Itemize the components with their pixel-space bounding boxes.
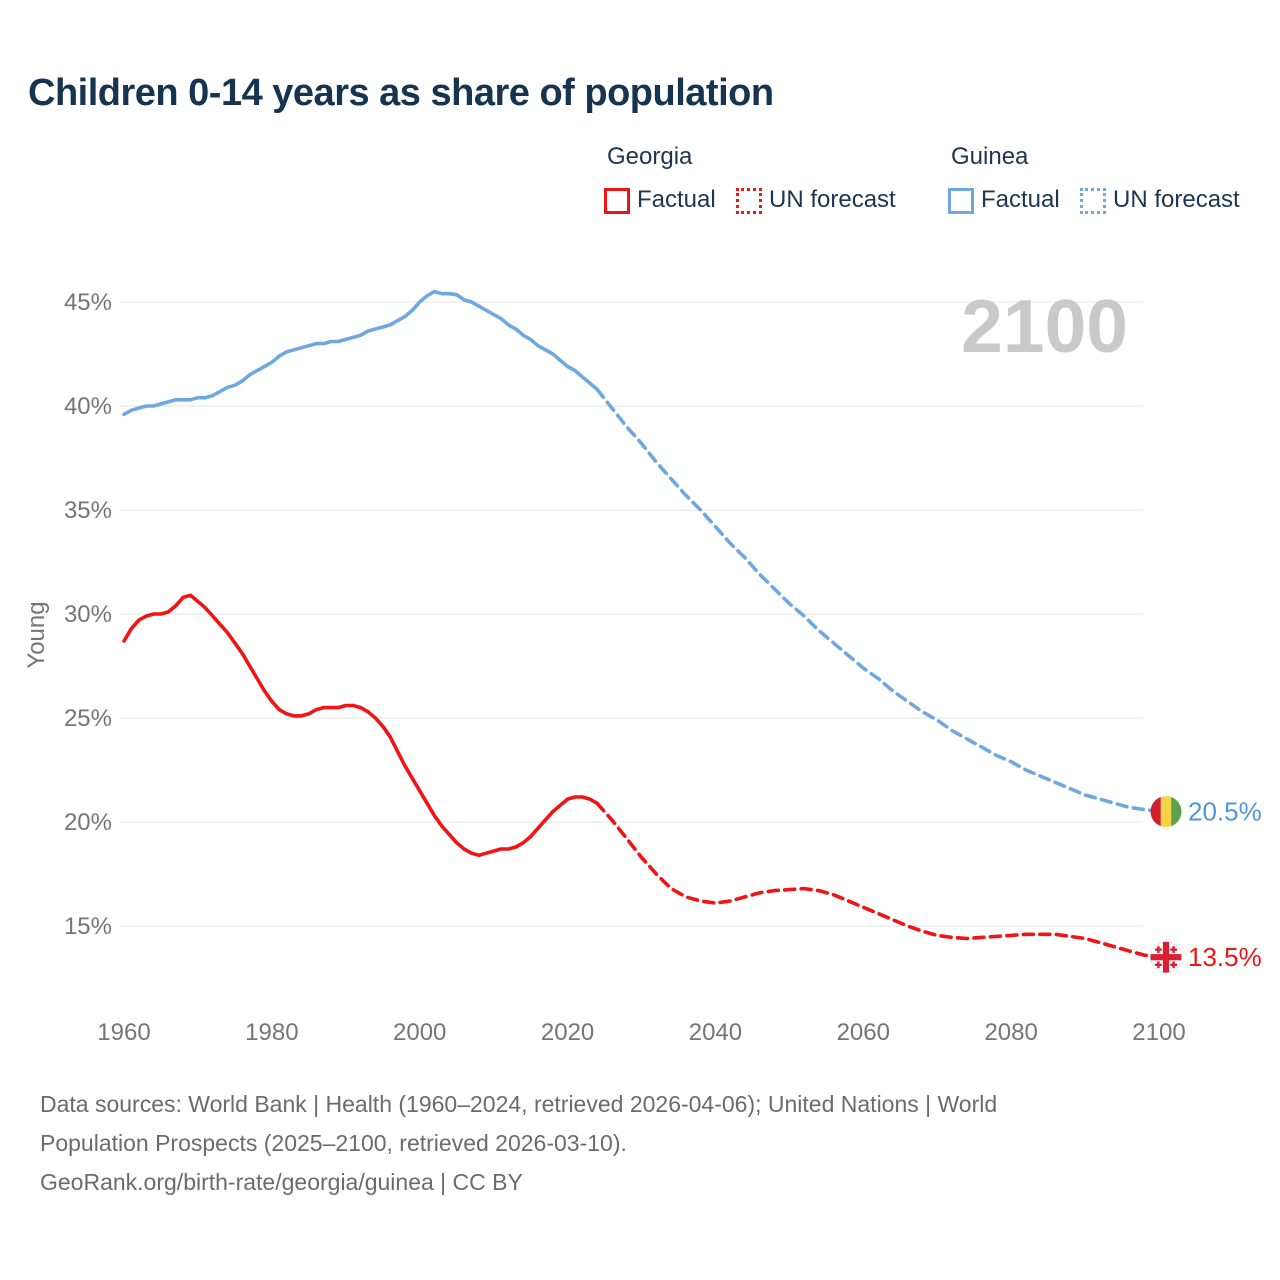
- georgia-flag-icon: [1150, 941, 1182, 974]
- x-tick-label-2080: 2080: [984, 1019, 1037, 1046]
- y-tick-label-20: 20%: [64, 809, 112, 836]
- legend-swatch-guinea-forecast[interactable]: [1080, 188, 1106, 214]
- series-line-guinea-un-forecast[interactable]: [595, 387, 1161, 814]
- legend-label-georgia-factual[interactable]: Factual: [637, 186, 716, 213]
- y-tick-label-30: 30%: [64, 601, 112, 628]
- legend-header-guinea: Guinea: [951, 143, 1029, 170]
- endpoint-label-guinea: 20.5%: [1188, 797, 1262, 827]
- legend-label-guinea-factual[interactable]: Factual: [981, 186, 1060, 213]
- x-tick-label-1960: 1960: [97, 1019, 150, 1046]
- legend-label-guinea-forecast[interactable]: UN forecast: [1113, 186, 1240, 213]
- legend-label-georgia-forecast[interactable]: UN forecast: [769, 186, 896, 213]
- series-line-guinea-factual[interactable]: [122, 289, 599, 417]
- x-tick-label-1980: 1980: [245, 1019, 298, 1046]
- x-tick-label-2040: 2040: [689, 1019, 742, 1046]
- x-tick-label-2100: 2100: [1132, 1019, 1185, 1046]
- y-tick-label-25: 25%: [64, 705, 112, 732]
- footer-source-line-1: Data sources: World Bank | Health (1960–…: [40, 1091, 998, 1117]
- legend-swatch-georgia-forecast[interactable]: [736, 188, 762, 214]
- page-title: Children 0-14 years as share of populati…: [28, 72, 774, 114]
- endpoint-label-georgia: 13.5%: [1188, 942, 1262, 972]
- legend-swatch-guinea-factual[interactable]: [948, 188, 974, 214]
- y-axis-title: Young: [23, 601, 50, 668]
- watermark-year: 2100: [961, 284, 1128, 368]
- x-tick-label-2020: 2020: [541, 1019, 594, 1046]
- legend-swatch-georgia-factual[interactable]: [604, 188, 630, 214]
- legend-header-georgia: Georgia: [607, 143, 693, 170]
- footer-attribution-line: GeoRank.org/birth-rate/georgia/guinea | …: [40, 1169, 523, 1195]
- x-tick-label-2000: 2000: [393, 1019, 446, 1046]
- guinea-flag-icon: [1150, 796, 1182, 828]
- footer-source-line-2: Population Prospects (2025–2100, retriev…: [40, 1130, 627, 1156]
- y-tick-label-40: 40%: [64, 393, 112, 420]
- series-line-georgia-factual[interactable]: [122, 593, 599, 858]
- y-tick-label-15: 15%: [64, 913, 112, 940]
- y-tick-label-35: 35%: [64, 497, 112, 524]
- series-line-georgia-un-forecast[interactable]: [595, 801, 1161, 959]
- x-tick-label-2060: 2060: [837, 1019, 890, 1046]
- y-tick-label-45: 45%: [64, 289, 112, 316]
